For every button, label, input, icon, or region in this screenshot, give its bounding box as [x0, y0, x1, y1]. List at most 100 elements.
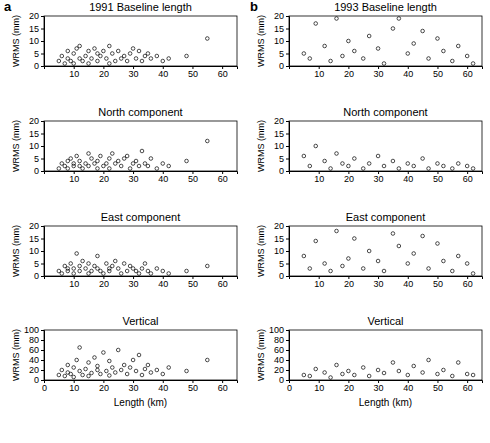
- point: [84, 267, 88, 271]
- point: [376, 259, 380, 263]
- point: [376, 154, 380, 158]
- y-tick: 100: [269, 325, 289, 335]
- point: [361, 366, 365, 370]
- panel-letter: a: [4, 0, 12, 14]
- point: [442, 164, 446, 168]
- point: [406, 373, 410, 377]
- y-label: WRMS (mm): [256, 120, 266, 172]
- point: [99, 154, 103, 158]
- point: [96, 167, 100, 171]
- points: [57, 139, 209, 170]
- points: [57, 252, 209, 276]
- plot-frame: [44, 16, 237, 66]
- point: [108, 374, 112, 378]
- x-tick: 50: [188, 276, 198, 289]
- point: [90, 371, 94, 375]
- point: [75, 358, 79, 362]
- x-tick-label: 0: [42, 383, 47, 393]
- x-tick: 30: [129, 66, 139, 79]
- x-tick-label: 60: [463, 69, 473, 79]
- point: [167, 57, 171, 61]
- point: [456, 162, 460, 166]
- y-tick-label: 5: [279, 154, 284, 164]
- point: [185, 54, 189, 58]
- point: [108, 269, 112, 273]
- point: [465, 164, 469, 168]
- panel: 10203040506005101520East componentWRMS (…: [11, 211, 238, 289]
- x-tick-label: 40: [158, 383, 168, 393]
- point: [442, 368, 446, 372]
- plot-frame: [44, 226, 237, 276]
- x-tick: 10: [314, 66, 324, 79]
- y-tick-mark: [286, 16, 289, 17]
- point: [146, 363, 150, 367]
- y-tick-mark: [41, 360, 44, 361]
- point: [116, 348, 120, 352]
- x-tick: 10: [314, 276, 324, 289]
- point: [456, 361, 460, 365]
- point: [382, 371, 386, 375]
- point: [78, 159, 82, 163]
- point: [427, 358, 431, 362]
- y-tick-mark: [41, 226, 44, 227]
- x-tick-label: 50: [188, 174, 198, 184]
- x-tick: 10: [69, 66, 79, 79]
- x-tick-label: 20: [344, 174, 354, 184]
- point: [382, 62, 386, 66]
- point: [451, 59, 455, 63]
- point: [421, 157, 425, 161]
- y-axis: 020406080100: [269, 325, 290, 385]
- point: [308, 57, 312, 61]
- point: [465, 54, 469, 58]
- y-tick: 5: [279, 259, 289, 269]
- y-axis-line: [41, 331, 45, 381]
- point: [75, 252, 79, 256]
- point: [376, 47, 380, 51]
- y-tick: 0: [34, 271, 44, 281]
- point: [93, 47, 97, 51]
- x-tick-label: 20: [344, 383, 354, 393]
- x-tick: 40: [158, 380, 168, 393]
- x-tick-label: 60: [463, 174, 473, 184]
- x-tick: 10: [69, 171, 79, 184]
- point: [60, 272, 64, 276]
- point: [110, 152, 114, 156]
- point: [397, 244, 401, 248]
- x-tick: 40: [403, 380, 413, 393]
- point: [347, 369, 351, 373]
- y-tick-mark: [286, 171, 289, 172]
- y-label: WRMS (mm): [256, 225, 266, 277]
- point: [391, 159, 395, 163]
- x-tick-label: 20: [344, 69, 354, 79]
- point: [87, 361, 91, 365]
- y-tick-label: 40: [29, 355, 39, 365]
- point: [128, 52, 132, 56]
- point: [341, 372, 345, 376]
- point: [367, 374, 371, 378]
- y-tick-label: 5: [279, 259, 284, 269]
- plot-frame: [44, 330, 237, 380]
- point: [105, 162, 109, 166]
- point: [113, 259, 117, 263]
- x-tick-label: 20: [99, 279, 109, 289]
- point: [102, 272, 106, 276]
- point: [72, 52, 76, 56]
- point: [155, 54, 159, 58]
- y-tick: 10: [274, 246, 289, 256]
- point: [347, 164, 351, 168]
- y-tick: 10: [29, 246, 44, 256]
- x-tick: 60: [463, 276, 473, 289]
- x-tick: 30: [374, 380, 384, 393]
- point: [471, 272, 475, 276]
- y-tick-label: 10: [29, 141, 39, 151]
- point: [471, 167, 475, 171]
- point: [131, 47, 135, 51]
- point: [353, 237, 357, 241]
- y-axis: 05101520: [29, 116, 45, 176]
- y-tick: 40: [29, 355, 44, 365]
- point: [102, 49, 106, 53]
- x-tick: 20: [99, 380, 109, 393]
- x-tick: 60: [218, 380, 228, 393]
- point: [323, 44, 327, 48]
- point: [102, 351, 106, 355]
